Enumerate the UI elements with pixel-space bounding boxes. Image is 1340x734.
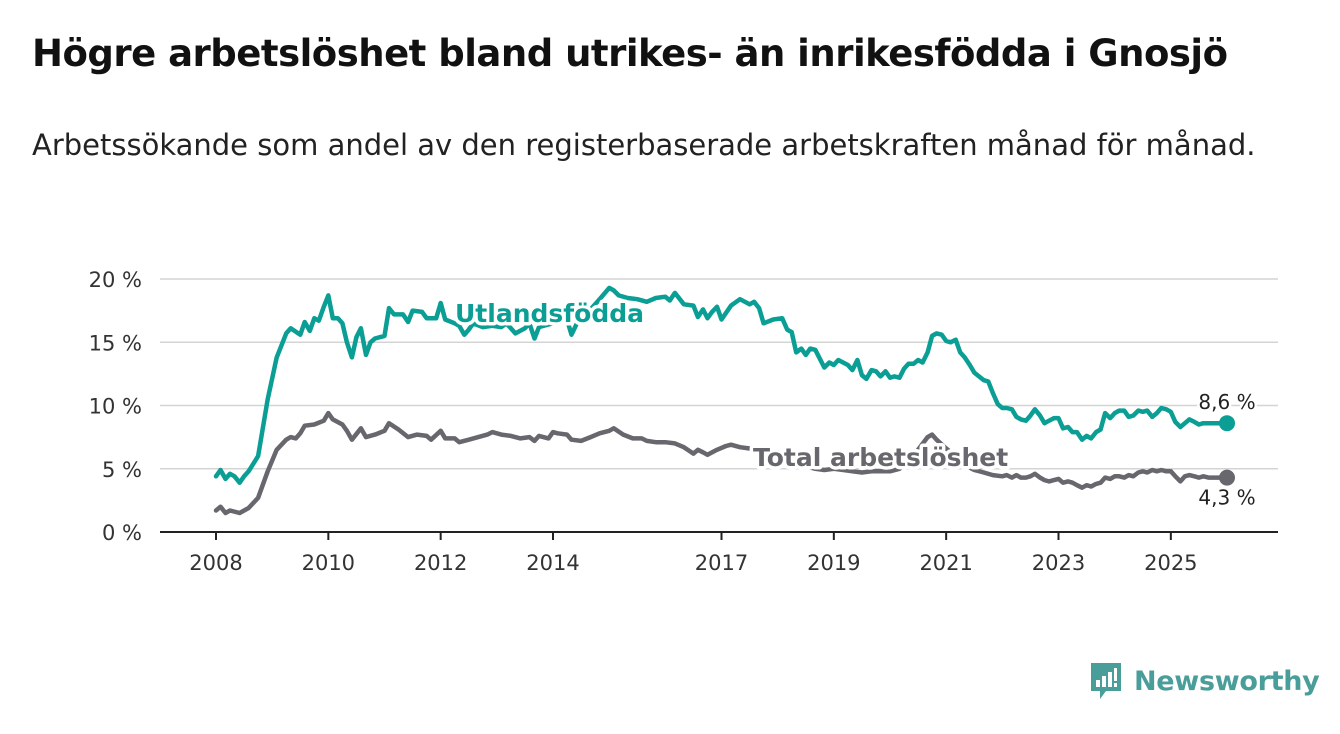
end-value-label-total: 4,3 % [1198, 486, 1255, 510]
end-value-label-utlandsfodda: 8,6 % [1198, 390, 1255, 414]
series-line-utlandsf-dda [213, 285, 1230, 485]
series-label-utlandsfodda: Utlandsfödda [455, 299, 644, 328]
x-tick-label: 2017 [695, 551, 748, 575]
y-tick-label: 15 % [89, 331, 142, 355]
series-labels: Utlandsfödda Total arbetslöshet 8,6 % 4,3 % [452, 296, 1259, 513]
x-tick-label: 2012 [414, 551, 467, 575]
newsworthy-logo-icon [1091, 663, 1121, 699]
x-tick-label: 2025 [1144, 551, 1197, 575]
x-tick-label: 2021 [919, 551, 972, 575]
y-tick-label: 10 % [89, 395, 142, 419]
x-tick-label: 2014 [526, 551, 579, 575]
series-lines [213, 285, 1235, 516]
x-tick-label: 2010 [302, 551, 355, 575]
x-tick-label: 2008 [189, 551, 242, 575]
x-tick-label: 2023 [1032, 551, 1085, 575]
y-tick-label: 0 % [102, 521, 142, 545]
x-tick-label: 2019 [807, 551, 860, 575]
y-axis: 0 % 5 % 10 % 15 % 20 % [89, 268, 142, 545]
series-end-marker-total-arbetsl-shet [1219, 469, 1235, 486]
series-label-total: Total arbetslöshet [753, 443, 1008, 472]
y-tick-label: 20 % [89, 268, 142, 292]
series-end-marker-utlandsf-dda [1219, 415, 1235, 432]
series-line-total-arbetsl-shet [213, 410, 1230, 516]
newsworthy-logo[interactable]: Newsworthy [1088, 660, 1320, 702]
y-tick-label: 5 % [102, 458, 142, 482]
chart-title: Högre arbetslöshet bland utrikes- än inr… [32, 32, 1228, 75]
chart-subtitle: Arbetssökande som andel av den registerb… [32, 128, 1256, 162]
brand-name: Newsworthy [1134, 665, 1320, 697]
x-axis: 2008 2010 2012 2014 2017 2019 2021 2023 2025 [160, 531, 1278, 575]
gridlines [160, 278, 1278, 470]
